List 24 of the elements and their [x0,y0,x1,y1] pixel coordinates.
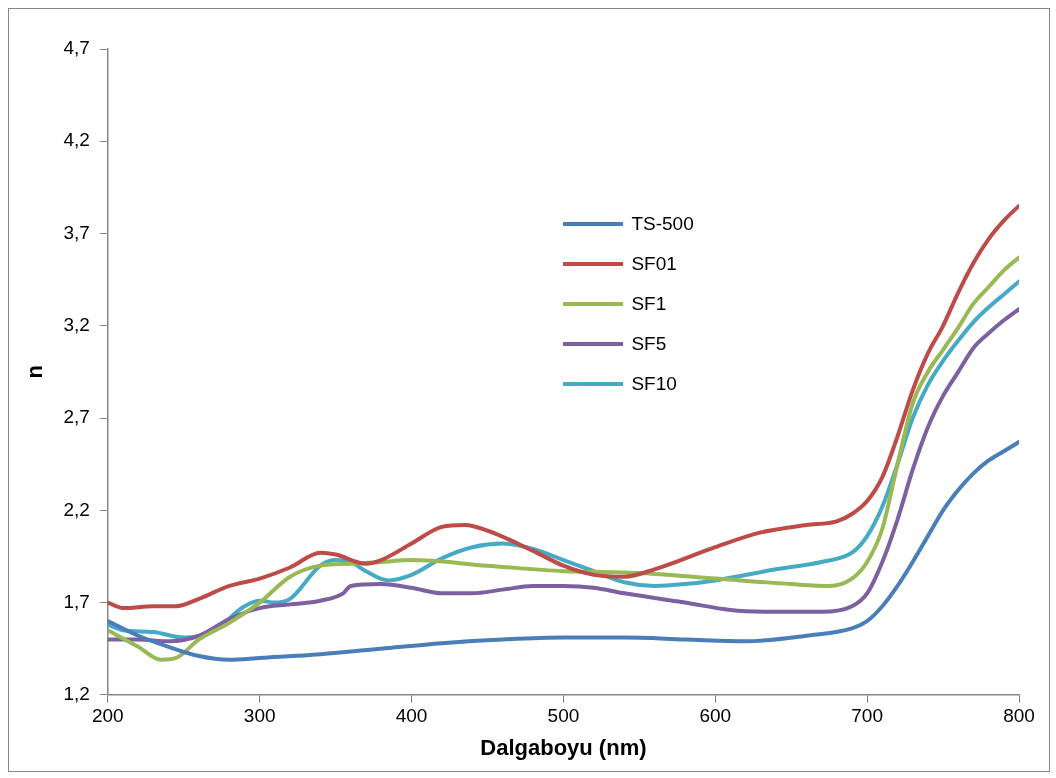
legend-label: SF1 [631,292,667,315]
x-tick-label: 300 [243,705,276,727]
y-tick-label: 1,2 [63,683,90,705]
y-tick-label: 4,7 [63,37,90,59]
legend-label: TS-500 [631,212,694,235]
x-tick-label: 400 [395,705,428,727]
legend-label: SF01 [631,252,677,275]
line-series [107,203,1019,611]
legend-label: SF10 [631,372,677,395]
y-tick-label: 3,2 [63,314,90,336]
x-tick-label: 600 [699,705,732,727]
x-tick-label: 700 [851,705,883,727]
line-series [107,440,1019,662]
x-tick-label: 200 [91,705,124,727]
y-tick-label: 2,7 [63,406,90,428]
x-tick-label: 800 [1003,705,1035,727]
y-tick-label: 3,7 [63,221,90,243]
y-tick-label: 2,2 [63,498,90,520]
x-axis-title: Dalgaboyu (nm) [480,734,647,760]
y-axis-title: n [22,365,48,379]
x-tick-label: 500 [547,705,580,727]
legend-label: SF5 [631,332,667,355]
y-tick-label: 1,7 [63,590,90,612]
y-tick-label: 4,2 [63,129,90,151]
